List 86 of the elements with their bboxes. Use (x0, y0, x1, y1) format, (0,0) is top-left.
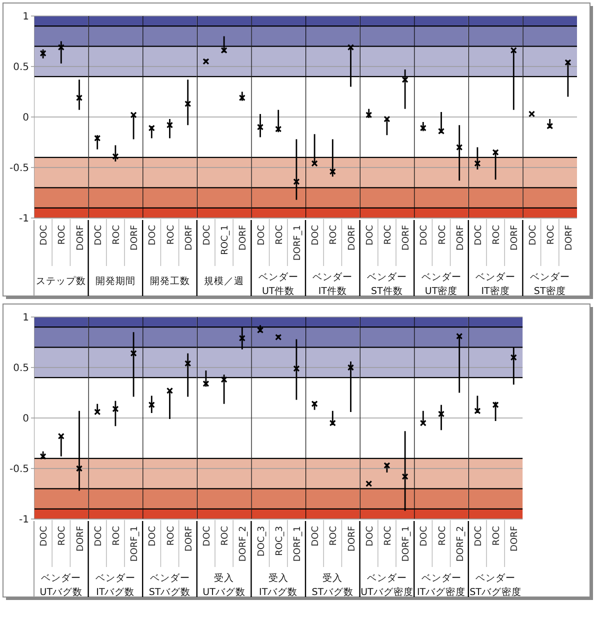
x-tick-label: DORF_1 (292, 225, 303, 261)
y-tick-label: -1 (19, 214, 29, 224)
x-tick-label: DOC (94, 526, 104, 546)
x-tick-label: ROC (438, 526, 448, 546)
x-tick-label: ROC (546, 225, 556, 245)
x-axis-title: 開発工数 (150, 276, 190, 287)
y-tick-label: -1 (19, 514, 29, 526)
x-tick-label: ROC (438, 225, 448, 245)
y-tick-label: -0.5 (9, 464, 29, 475)
y-tick-label: 1 (22, 312, 29, 324)
x-tick-label: DOC (202, 225, 212, 246)
x-tick-label: DOC (148, 225, 158, 246)
x-tick-label: DOC (474, 526, 484, 546)
x-tick-label: DORF (510, 225, 520, 250)
x-tick-label: ROC_1 (220, 225, 231, 255)
x-axis-title: ベンダー ST密度 (530, 271, 570, 297)
x-axis-title: 受入 UTバグ数 (202, 572, 246, 598)
x-tick-label: DOC (202, 526, 212, 546)
x-axis-title: ベンダー STバグ数 (148, 572, 191, 598)
x-tick-label: DORF (510, 526, 520, 552)
x-tick-label: DOC (94, 225, 104, 246)
x-tick-label: DOC (528, 225, 538, 246)
x-tick-label: DOC (311, 526, 322, 546)
x-tick-label: DOC (256, 225, 267, 246)
x-tick-label: DOC (148, 526, 158, 546)
x-tick-label: DOC (40, 225, 50, 246)
x-axis-title: ベンダー STバグ密度 (470, 572, 522, 598)
y-tick-label: 0 (22, 414, 29, 424)
x-tick-label: DOC (40, 526, 50, 546)
x-tick-label: ROC_3 (274, 526, 285, 556)
x-tick-label: ROC (329, 225, 340, 245)
x-axis-title: 開発期間 (95, 275, 136, 287)
x-axis-title: ベンダー ITバグ密度 (416, 572, 466, 598)
x-tick-label: DOC (311, 225, 322, 246)
x-axis-title: 規模／週 (204, 275, 244, 287)
x-tick-label: ROC (220, 526, 231, 546)
x-tick-label: DORF (238, 225, 249, 250)
x-tick-label: DORF (564, 225, 574, 250)
x-tick-label: DORF_1 (292, 526, 303, 562)
y-tick-label: 0.5 (13, 62, 29, 73)
x-axis-title: ベンダー UT密度 (421, 271, 462, 297)
x-tick-label: DOC (474, 225, 484, 246)
x-tick-label: ROC (274, 225, 285, 245)
x-tick-label: DOC_3 (256, 526, 267, 557)
x-tick-label: DORF (184, 526, 194, 552)
x-tick-label: ROC (383, 225, 394, 245)
y-tick-label: 0.5 (13, 363, 29, 374)
x-tick-label: ROC (112, 225, 122, 245)
x-tick-label: DORF (347, 526, 358, 552)
x-tick-label: DORF (347, 225, 358, 250)
y-tick-label: 0 (22, 112, 29, 124)
y-tick-label: -0.5 (9, 163, 29, 174)
x-axis-title: ベンダー UT件数 (258, 271, 298, 297)
x-tick-label: DORF (456, 225, 466, 250)
x-tick-label: ROC (492, 526, 502, 546)
x-tick-label: DORF_1 (130, 526, 140, 562)
x-tick-label: DOC (365, 526, 376, 546)
x-axis-title: ベンダー ST件数 (366, 271, 407, 297)
x-tick-label: DORF_2 (238, 526, 249, 562)
x-axis-title: ベンダー ITバグ数 (95, 572, 136, 598)
x-axis-title: ベンダー UTバグ密度 (360, 572, 414, 598)
x-tick-label: DORF (402, 225, 412, 250)
x-tick-label: DORF (76, 526, 86, 552)
x-tick-label: ROC (492, 225, 502, 245)
x-tick-label: ROC (166, 526, 176, 546)
x-tick-label: ROC (166, 225, 176, 245)
x-axis-title: ベンダー IT件数 (312, 271, 353, 297)
x-tick-label: DORF (76, 225, 86, 250)
x-tick-label: DOC (420, 526, 430, 546)
y-tick-label: 1 (22, 12, 29, 22)
x-tick-label: ROC (58, 526, 68, 546)
x-tick-label: ROC (112, 526, 122, 546)
x-axis-title: 受入 STバグ数 (312, 572, 354, 598)
x-tick-label: DORF (184, 225, 194, 250)
x-tick-label: ROC (58, 225, 68, 245)
x-tick-label: DOC (365, 225, 376, 246)
x-tick-label: DORF (130, 225, 140, 250)
x-tick-label: ROC (383, 526, 394, 546)
x-tick-label: DORF_1 (402, 526, 412, 562)
x-tick-label: ROC (329, 526, 340, 546)
x-tick-label: DORF_2 (456, 526, 466, 562)
x-axis-title: 受入 ITバグ数 (259, 572, 298, 598)
x-tick-label: DOC (420, 225, 430, 246)
x-axis-title: ベンダー IT密度 (476, 271, 516, 297)
x-axis-title: ステップ数 (36, 275, 86, 287)
x-axis-title: ベンダー UTバグ数 (40, 572, 83, 598)
